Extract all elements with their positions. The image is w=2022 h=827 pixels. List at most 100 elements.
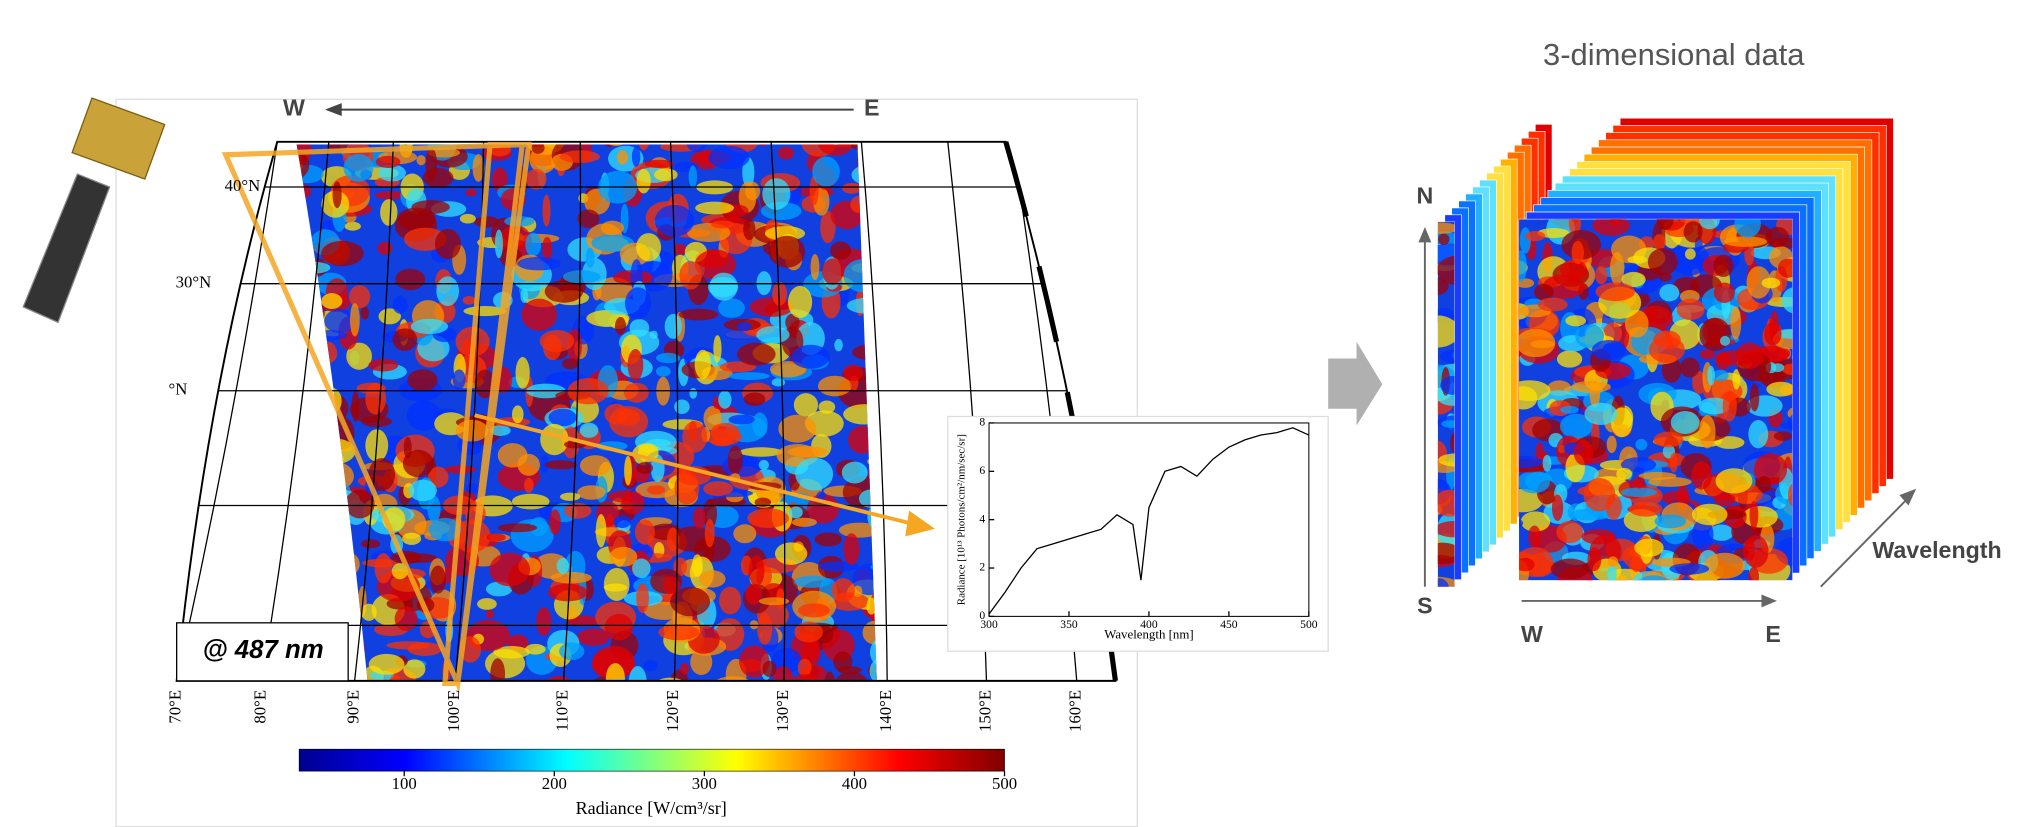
- cloud: [744, 392, 766, 405]
- cloud: [728, 415, 754, 425]
- cloud: [408, 369, 438, 391]
- lat-label: °N: [169, 380, 188, 399]
- cloud: [361, 539, 380, 548]
- cloud: [430, 565, 446, 593]
- cloud: [466, 483, 479, 493]
- content: @ 487 nm W E Radiance [W/cm³/sr] Wavelen…: [23, 37, 2002, 827]
- colorbar-tick-label: 300: [692, 774, 717, 793]
- cloud: [728, 446, 743, 475]
- cloud: [542, 194, 550, 226]
- cloud: [636, 233, 661, 261]
- cloud: [654, 168, 677, 181]
- cloud: [1571, 381, 1611, 393]
- cloud: [1556, 521, 1583, 543]
- cloud: [1583, 478, 1615, 511]
- cloud: [650, 331, 658, 339]
- lon-label: 110°E: [552, 690, 571, 731]
- cloud: [525, 644, 545, 655]
- x-tick-label: 400: [1140, 618, 1158, 631]
- cloud: [788, 446, 827, 457]
- cloud: [460, 214, 476, 224]
- cloud: [392, 328, 417, 351]
- cloud: [498, 523, 537, 532]
- cloud: [1520, 227, 1531, 253]
- wavelength-label: Wavelength: [1872, 537, 2001, 563]
- cloud: [525, 233, 541, 257]
- cloud: [762, 178, 790, 210]
- cloud: [637, 169, 651, 193]
- cloud: [1607, 566, 1617, 584]
- cloud: [463, 296, 476, 305]
- cloud: [656, 366, 671, 377]
- cloud: [1588, 547, 1602, 571]
- cloud: [718, 298, 745, 318]
- cloud: [1713, 255, 1733, 277]
- cloud: [395, 606, 418, 631]
- cloud: [549, 409, 577, 427]
- colorbar-tick-label: 400: [842, 774, 867, 793]
- cloud: [1764, 322, 1781, 345]
- cloud: [699, 570, 725, 587]
- lat-label: 40°N: [225, 176, 261, 195]
- colorbar-tick-label: 100: [392, 774, 417, 793]
- cloud: [628, 349, 644, 381]
- cloud: [344, 154, 374, 182]
- cloud: [550, 572, 592, 583]
- cloud: [380, 199, 397, 226]
- lon-label: 80°E: [251, 690, 270, 724]
- cloud: [737, 322, 752, 331]
- cloud: [1730, 306, 1741, 339]
- cloud: [548, 584, 588, 602]
- cloud: [1748, 420, 1768, 448]
- cloud: [465, 189, 476, 197]
- cloud: [1684, 221, 1703, 242]
- cloud: [1677, 299, 1705, 321]
- cloud: [423, 168, 454, 188]
- cloud: [1704, 553, 1745, 579]
- cloud: [1525, 231, 1545, 241]
- east-label: E: [864, 95, 879, 121]
- cloud: [624, 383, 649, 403]
- cloud: [819, 400, 836, 413]
- cloud: [1654, 432, 1684, 448]
- cloud: [1584, 403, 1617, 425]
- cloud: [516, 357, 530, 389]
- cloud: [1659, 284, 1679, 301]
- cloud: [1560, 406, 1579, 414]
- cloud: [1629, 502, 1663, 517]
- cloud: [1757, 476, 1771, 492]
- west-label: W: [283, 95, 305, 121]
- cloud: [842, 462, 868, 484]
- cloud: [1608, 556, 1619, 566]
- cloud: [1720, 336, 1730, 346]
- cloud: [831, 578, 854, 602]
- cloud: [1592, 340, 1626, 360]
- cloud: [615, 317, 626, 335]
- cloud: [1774, 431, 1792, 441]
- cloud: [617, 150, 628, 164]
- colorbar-label: Radiance [W/cm³/sr]: [576, 798, 727, 818]
- ns-arrow-head: [1418, 227, 1431, 242]
- we-cube-arrow-head: [1761, 594, 1776, 607]
- cloud: [495, 230, 503, 259]
- cloud: [733, 524, 756, 543]
- cloud: [580, 423, 599, 438]
- cloud: [789, 506, 803, 518]
- cloud: [609, 547, 637, 567]
- north-label: N: [1417, 182, 1434, 208]
- cloud: [1557, 351, 1582, 368]
- cloud: [395, 269, 425, 290]
- cloud: [1516, 558, 1535, 572]
- cloud: [1560, 260, 1587, 281]
- cloud: [756, 326, 789, 343]
- cloud: [728, 372, 769, 380]
- cloud: [711, 221, 734, 229]
- cloud: [1762, 278, 1781, 289]
- cloud: [1743, 506, 1778, 528]
- cloud: [369, 654, 405, 675]
- cloud: [1771, 363, 1784, 372]
- figure: @ 487 nm W E Radiance [W/cm³/sr] Wavelen…: [0, 0, 2022, 827]
- cloud: [436, 276, 459, 306]
- cloud: [545, 460, 577, 469]
- cloud: [524, 478, 534, 493]
